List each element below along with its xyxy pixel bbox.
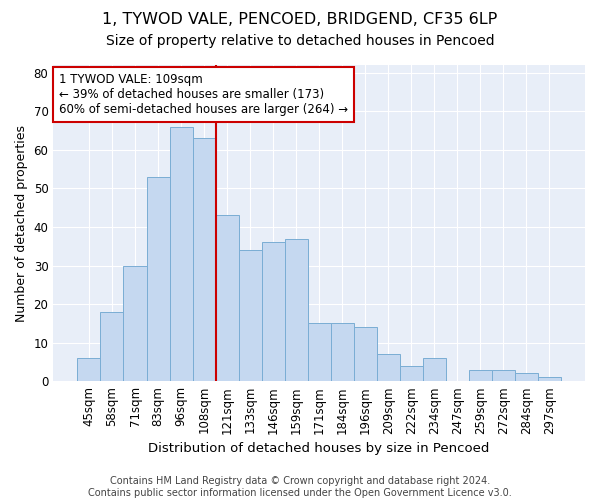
Bar bbox=[423, 358, 446, 381]
Text: 1 TYWOD VALE: 109sqm
← 39% of detached houses are smaller (173)
60% of semi-deta: 1 TYWOD VALE: 109sqm ← 39% of detached h… bbox=[59, 73, 348, 116]
Bar bbox=[538, 378, 561, 381]
Bar bbox=[331, 324, 353, 381]
Bar bbox=[492, 370, 515, 381]
X-axis label: Distribution of detached houses by size in Pencoed: Distribution of detached houses by size … bbox=[148, 442, 490, 455]
Bar bbox=[308, 324, 331, 381]
Bar bbox=[469, 370, 492, 381]
Bar bbox=[515, 374, 538, 381]
Text: 1, TYWOD VALE, PENCOED, BRIDGEND, CF35 6LP: 1, TYWOD VALE, PENCOED, BRIDGEND, CF35 6… bbox=[103, 12, 497, 28]
Bar bbox=[124, 266, 146, 381]
Bar bbox=[146, 177, 170, 381]
Bar bbox=[377, 354, 400, 381]
Bar bbox=[353, 327, 377, 381]
Text: Contains HM Land Registry data © Crown copyright and database right 2024.
Contai: Contains HM Land Registry data © Crown c… bbox=[88, 476, 512, 498]
Bar bbox=[100, 312, 124, 381]
Bar bbox=[400, 366, 423, 381]
Bar bbox=[284, 238, 308, 381]
Text: Size of property relative to detached houses in Pencoed: Size of property relative to detached ho… bbox=[106, 34, 494, 48]
Y-axis label: Number of detached properties: Number of detached properties bbox=[15, 124, 28, 322]
Bar bbox=[262, 242, 284, 381]
Bar bbox=[215, 216, 239, 381]
Bar bbox=[193, 138, 215, 381]
Bar bbox=[77, 358, 100, 381]
Bar bbox=[170, 126, 193, 381]
Bar bbox=[239, 250, 262, 381]
